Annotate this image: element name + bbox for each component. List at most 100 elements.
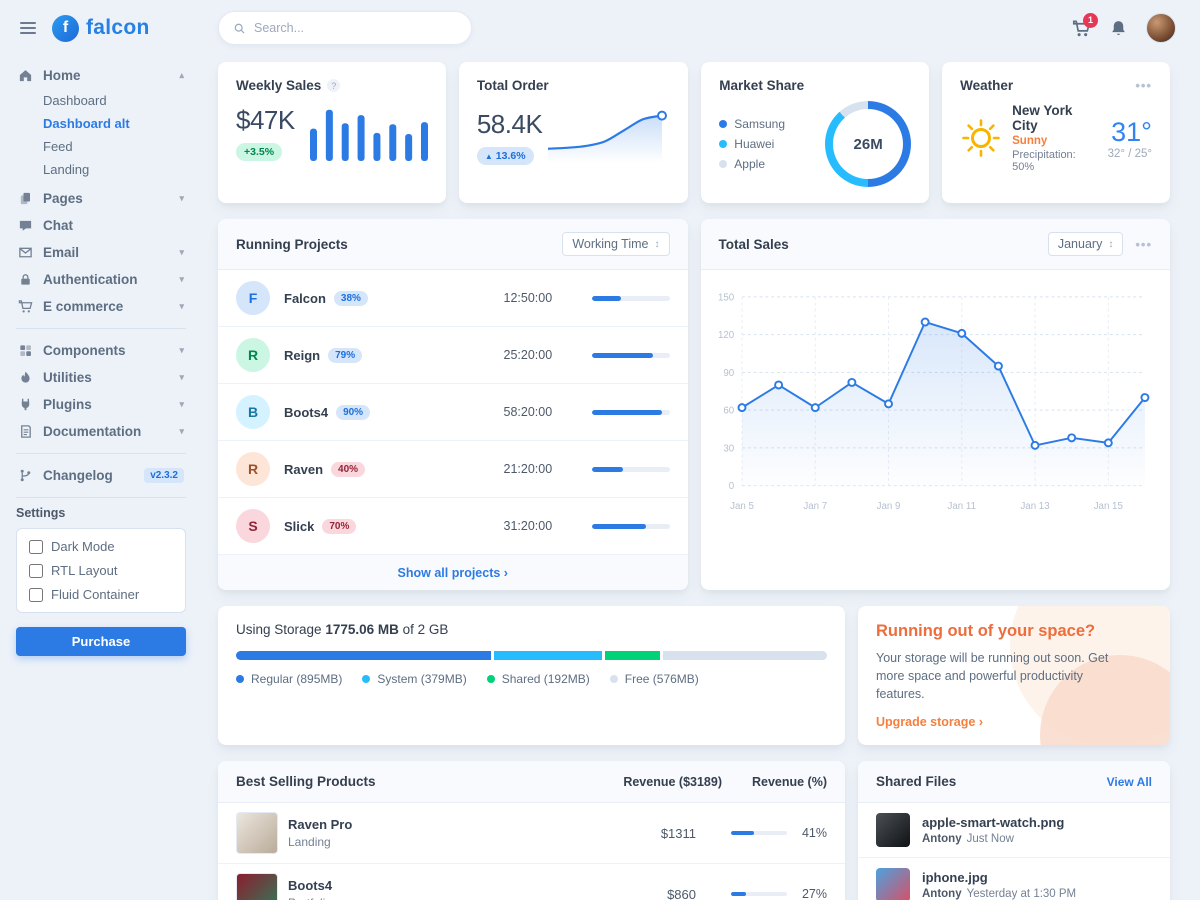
project-time: 25:20:00 [503, 348, 553, 362]
project-avatar: R [236, 452, 270, 486]
legend-item: Apple [719, 157, 785, 171]
project-name[interactable]: Boots4 90% [284, 404, 492, 420]
upgrade-storage-link[interactable]: Upgrade storage › [876, 715, 983, 730]
project-name[interactable]: Reign 79% [284, 347, 492, 363]
project-progress-badge: 79% [328, 347, 363, 363]
product-pct-value: 41% [801, 826, 827, 841]
market-share-total: 26M [853, 135, 883, 153]
search-box[interactable] [218, 11, 472, 45]
storage-legend-label: System (379MB) [377, 672, 467, 686]
setting-option-fluid-container[interactable]: Fluid Container [29, 587, 173, 602]
product-info: Boots4 Portfolio [288, 878, 552, 900]
sidebar-item-chat[interactable]: Chat [16, 212, 186, 239]
setting-option-rtl-layout[interactable]: RTL Layout [29, 563, 173, 578]
view-all-link[interactable]: View All [1106, 774, 1152, 789]
plugins-icon [21, 398, 30, 411]
product-name[interactable]: Boots4 [288, 878, 333, 894]
select-arrows-icon: ↕ [1108, 238, 1114, 250]
file-row[interactable]: iphone.jpg Antony Yesterday at 1:30 PM [858, 858, 1170, 900]
sidebar-subitem-landing[interactable]: Landing [43, 162, 90, 177]
checkbox[interactable] [29, 563, 43, 578]
sidebar-item-components[interactable]: Components ▾ [16, 337, 186, 364]
product-revenue: $1311 [660, 825, 696, 841]
project-progress-bar [591, 295, 670, 301]
sun-icon [962, 119, 1000, 157]
notifications-button[interactable] [1109, 19, 1128, 38]
search-input[interactable] [254, 21, 457, 35]
product-category[interactable]: Landing [288, 835, 331, 850]
legend-dot-icon [719, 160, 728, 168]
file-name[interactable]: iphone.jpg [922, 870, 988, 886]
checkbox[interactable] [29, 587, 43, 602]
sidebar-item-label: Authentication [43, 272, 138, 287]
chat-icon [19, 220, 32, 231]
changelog-icon [20, 469, 31, 482]
sidebar-subitem-feed[interactable]: Feed [43, 139, 73, 154]
sidebar-item-documentation[interactable]: Documentation ▾ [16, 418, 186, 445]
project-name-label: Falcon [284, 290, 326, 306]
chevron-down-icon: ▾ [179, 274, 184, 284]
sidebar-subitem-dashboard[interactable]: Dashboard [43, 93, 107, 108]
total-order-value: 58.4K [476, 109, 543, 139]
working-time-select[interactable]: Working Time ↕ [562, 232, 670, 256]
setting-option-label: RTL Layout [51, 563, 118, 578]
sidebar-item-email[interactable]: Email ▾ [16, 239, 186, 266]
sidebar-item-changelog[interactable]: Changelog v2.3.2 [16, 462, 186, 489]
storage-legend-item: Regular (895MB) [236, 672, 342, 686]
sidebar-subitem-dashboard-alt[interactable]: Dashboard alt [43, 116, 130, 131]
product-name[interactable]: Raven Pro [288, 817, 353, 833]
svg-text:30: 30 [723, 443, 734, 454]
total-sales-menu-icon[interactable]: ••• [1135, 236, 1152, 252]
project-time: 21:20:00 [503, 462, 553, 476]
product-progress-fill [731, 831, 754, 836]
menu-toggle-icon[interactable] [16, 18, 40, 38]
legend-dot-icon [609, 675, 618, 683]
purchase-button[interactable]: Purchase [16, 627, 186, 656]
sidebar-item-home[interactable]: Home ▴ [16, 62, 186, 89]
topbar: f falcon 1 [0, 0, 1200, 56]
svg-text:Jan 11: Jan 11 [947, 501, 975, 512]
brand-logo[interactable]: f falcon [52, 14, 150, 42]
project-name-label: Slick [284, 518, 315, 534]
project-progress-fill [591, 466, 623, 472]
file-name[interactable]: apple-smart-watch.png [922, 815, 1065, 831]
weather-menu-icon[interactable]: ••• [1135, 78, 1152, 93]
topbar-actions: 1 [1072, 12, 1176, 43]
project-avatar: S [236, 509, 270, 543]
checkbox[interactable] [29, 539, 43, 554]
user-avatar[interactable] [1146, 13, 1176, 43]
cart-button[interactable]: 1 [1072, 12, 1098, 38]
storage-legend-item: System (379MB) [362, 672, 467, 686]
month-select[interactable]: January ↕ [1047, 232, 1124, 256]
sidebar-item-authentication[interactable]: Authentication ▾ [16, 266, 186, 293]
legend-item: Huawei [719, 137, 785, 151]
setting-option-dark-mode[interactable]: Dark Mode [29, 539, 173, 554]
show-all-projects-link[interactable]: Show all projects › [397, 566, 508, 580]
svg-text:Jan 7: Jan 7 [803, 501, 827, 512]
sidebar-item-utilities[interactable]: Utilities ▾ [16, 364, 186, 391]
total-sales-title: Total Sales [718, 236, 789, 252]
info-icon[interactable]: ? [327, 79, 341, 92]
chevron-down-icon: ▾ [179, 372, 184, 382]
market-share-donut-chart: 26M [825, 101, 912, 187]
product-category[interactable]: Portfolio [288, 896, 552, 900]
cart-icon [1072, 20, 1091, 36]
project-time: 58:20:00 [503, 405, 553, 419]
sidebar-item-e-commerce[interactable]: E commerce ▾ [16, 293, 186, 320]
file-row[interactable]: apple-smart-watch.png Antony Just Now [858, 803, 1170, 859]
sidebar-item-label: Home [43, 68, 81, 83]
svg-text:150: 150 [717, 292, 734, 303]
shared-files-title: Shared Files [876, 774, 957, 790]
sidebar-item-pages[interactable]: Pages ▾ [16, 185, 186, 212]
falcon-logo-icon: f [52, 14, 79, 42]
sidebar-item-plugins[interactable]: Plugins ▾ [16, 391, 186, 418]
project-name-label: Reign [284, 347, 321, 363]
sidebar-divider [16, 453, 186, 454]
project-progress-fill [591, 295, 622, 301]
revenue-pct-column-header: Revenue (%) [751, 774, 827, 789]
project-name[interactable]: Falcon 38% [284, 290, 492, 306]
weekly-sales-bar-chart [309, 109, 428, 161]
project-name[interactable]: Slick 70% [284, 518, 492, 534]
product-info: Raven Pro Landing [288, 817, 552, 849]
project-name[interactable]: Raven 40% [284, 461, 492, 477]
